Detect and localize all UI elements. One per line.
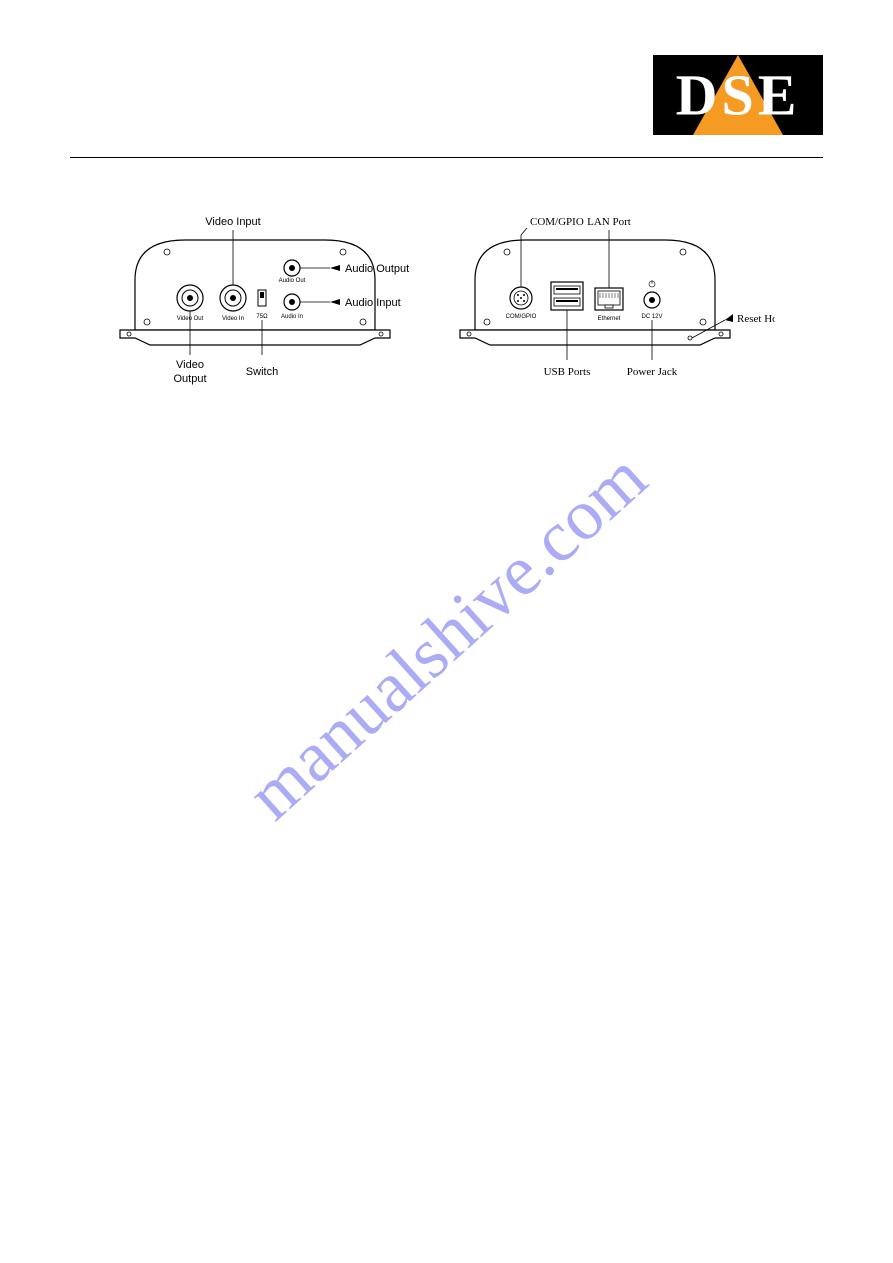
label-video-output-1: Video (176, 359, 204, 371)
port-label-video-in: Video In (222, 316, 244, 322)
label-usb-ports: USB Ports (544, 366, 591, 378)
label-audio-input: Audio Input (345, 297, 401, 309)
device-diagrams: Video Out Video In 75Ω Audio Out Audio I… (115, 190, 775, 400)
label-reset-hole: Reset Hole (737, 313, 775, 325)
rear-panel-diagram: COM/GPIO Ethernet DC 12V (460, 216, 775, 378)
front-panel-diagram: Video Out Video In 75Ω Audio Out Audio I… (120, 216, 409, 385)
label-com-gpio: COM/GPIO (530, 216, 584, 228)
port-label-com-gpio: COM/GPIO (506, 314, 537, 320)
dse-logo: DSE (653, 55, 823, 135)
port-label-audio-out: Audio Out (279, 278, 306, 284)
label-power-jack: Power Jack (627, 366, 678, 378)
label-lan-port: LAN Port (587, 216, 631, 228)
header-divider (70, 157, 823, 158)
port-label-audio-in: Audio In (281, 314, 303, 320)
port-label-ethernet: Ethernet (598, 316, 621, 322)
label-video-input: Video Input (205, 216, 260, 228)
label-switch: Switch (246, 366, 278, 378)
label-audio-output: Audio Output (345, 263, 409, 275)
port-label-dc: DC 12V (641, 314, 662, 320)
watermark: manualshive.com (231, 436, 662, 836)
port-label-switch: 75Ω (256, 314, 268, 320)
label-video-output-2: Output (173, 373, 206, 385)
logo-text: DSE (653, 62, 823, 129)
